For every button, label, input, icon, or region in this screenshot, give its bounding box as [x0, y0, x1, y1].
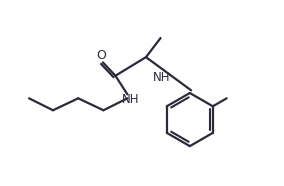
Text: NH: NH: [153, 70, 170, 84]
Text: NH: NH: [122, 93, 139, 106]
Text: O: O: [96, 49, 106, 62]
